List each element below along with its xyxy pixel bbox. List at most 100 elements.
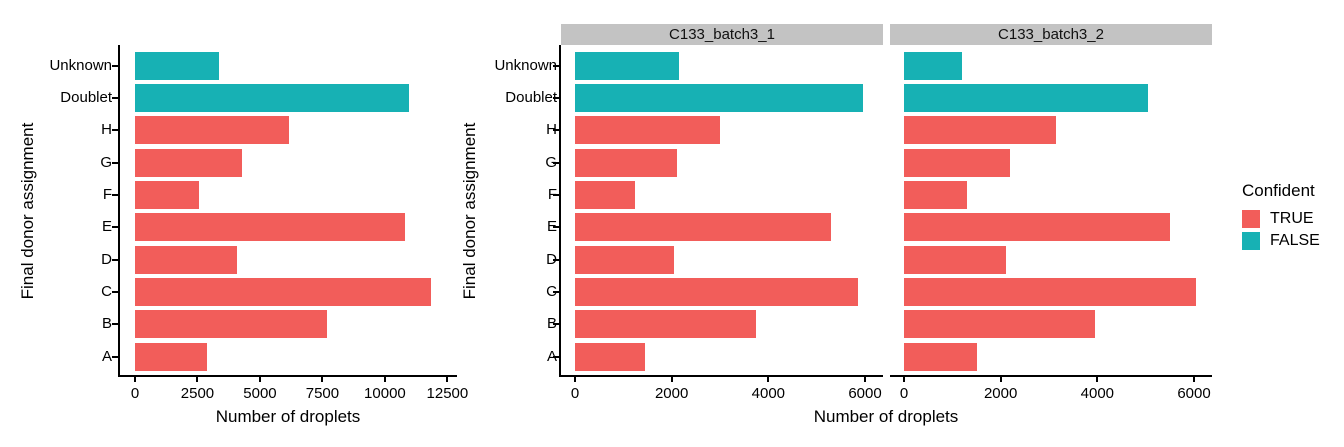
legend-swatch-true-icon	[1242, 210, 1260, 228]
legend-item-false: FALSE	[1242, 232, 1320, 250]
x-tick-mark	[258, 377, 261, 382]
y-tick-mark	[553, 97, 559, 100]
x-tick-mark	[1096, 377, 1099, 382]
y-tick-label-c: C	[546, 283, 557, 301]
y-tick-mark	[112, 161, 118, 164]
y-tick-mark	[112, 323, 118, 326]
y-tick-label-d: D	[101, 250, 112, 268]
x-tick-label: 2000	[654, 385, 689, 402]
y-tick-label-unknown: Unknown	[49, 56, 112, 74]
x-tick-mark	[767, 377, 770, 382]
y-tick-mark	[553, 226, 559, 229]
x-tick-label: 6000	[848, 385, 882, 402]
y-tick-mark	[553, 291, 559, 294]
y-tick-label-unknown: Unknown	[494, 56, 557, 74]
y-tick-mark	[553, 258, 559, 261]
y-axis-title-left-text: Final donor assignment	[18, 122, 37, 300]
y-tick-mark	[112, 194, 118, 197]
bar-e	[135, 213, 405, 242]
y-tick-label-doublet: Doublet	[60, 89, 112, 107]
x-axis-title-facet: Number of droplets	[813, 407, 959, 426]
x-tick-mark	[134, 377, 136, 382]
y-tick-mark	[112, 129, 118, 132]
x-tick-mark	[670, 377, 673, 382]
bar-doublet	[575, 84, 863, 113]
bar-e	[575, 213, 832, 242]
bar-unknown	[575, 51, 679, 80]
x-tick-mark	[574, 377, 576, 382]
bar-unknown	[135, 51, 219, 80]
legend-item-true: TRUE	[1242, 210, 1320, 228]
x-tick-label: 0	[899, 385, 909, 402]
bar-a	[575, 342, 646, 371]
bar-h	[135, 116, 289, 145]
y-tick-mark	[112, 355, 118, 358]
y-tick-mark	[553, 161, 559, 164]
legend-label-true: TRUE	[1270, 210, 1314, 227]
bar-f	[135, 181, 199, 210]
bar-f	[904, 181, 967, 210]
x-tick-label: 7500	[305, 385, 340, 402]
bar-d	[904, 245, 1006, 274]
y-tick-mark	[112, 258, 118, 261]
facet-strip-batch3-1: C133_batch3_1	[561, 24, 883, 45]
y-tick-label-f: F	[547, 186, 557, 204]
x-tick-label: 6000	[1177, 385, 1211, 402]
x-tick-mark	[321, 377, 324, 382]
y-tick-label-h: H	[101, 121, 112, 139]
bar-e	[904, 213, 1170, 242]
bar-c	[904, 278, 1197, 307]
bar-a	[904, 342, 977, 371]
y-tick-mark	[112, 291, 118, 294]
y-axis-line	[118, 45, 120, 377]
bar-doublet	[904, 84, 1149, 113]
x-tick-label: 4000	[1080, 385, 1115, 402]
bar-h	[575, 116, 720, 145]
y-tick-mark	[553, 64, 559, 67]
y-tick-mark	[553, 323, 559, 326]
x-tick-mark	[383, 377, 386, 382]
facet-strip-batch3-2: C133_batch3_2	[890, 24, 1212, 45]
bar-b	[135, 310, 328, 339]
y-tick-label-doublet: Doublet	[505, 89, 557, 107]
bar-g	[904, 148, 1011, 177]
legend-label-false: FALSE	[1270, 232, 1320, 249]
y-tick-mark	[112, 97, 118, 100]
bar-unknown	[904, 51, 962, 80]
y-tick-label-b: B	[101, 315, 112, 333]
legend-title: Confident	[1242, 181, 1315, 200]
y-tick-label-h: H	[546, 121, 557, 139]
y-tick-label-e: E	[546, 218, 557, 236]
x-tick-label: 10000	[364, 385, 406, 402]
x-tick-mark	[999, 377, 1002, 382]
x-tick-mark	[446, 377, 449, 382]
y-axis-line	[559, 45, 561, 377]
y-tick-label-a: A	[101, 347, 112, 365]
bar-doublet	[135, 84, 409, 113]
x-axis-line	[890, 375, 1212, 377]
bar-c	[575, 278, 858, 307]
y-tick-mark	[553, 355, 559, 358]
y-tick-mark	[553, 194, 559, 197]
facet-strip-batch3-2-label: C133_batch3_2	[998, 26, 1104, 43]
x-tick-label: 12500	[426, 385, 469, 402]
x-axis-line	[559, 375, 883, 377]
x-tick-mark	[864, 377, 866, 382]
y-tick-label-g: G	[545, 153, 557, 171]
x-axis-line	[118, 375, 457, 377]
bar-g	[575, 148, 677, 177]
y-tick-label-a: A	[546, 347, 557, 365]
bar-f	[575, 181, 636, 210]
y-tick-label-g: G	[100, 153, 112, 171]
x-tick-label: 2500	[180, 385, 215, 402]
y-tick-mark	[112, 226, 118, 229]
x-tick-label: 4000	[751, 385, 786, 402]
bar-a	[135, 342, 208, 371]
facet-strip-batch3-1-label: C133_batch3_1	[669, 26, 775, 43]
bar-d	[135, 245, 238, 274]
y-tick-label-e: E	[101, 218, 112, 236]
y-tick-label-b: B	[546, 315, 557, 333]
bar-h	[904, 116, 1057, 145]
y-tick-label-f: F	[102, 186, 112, 204]
